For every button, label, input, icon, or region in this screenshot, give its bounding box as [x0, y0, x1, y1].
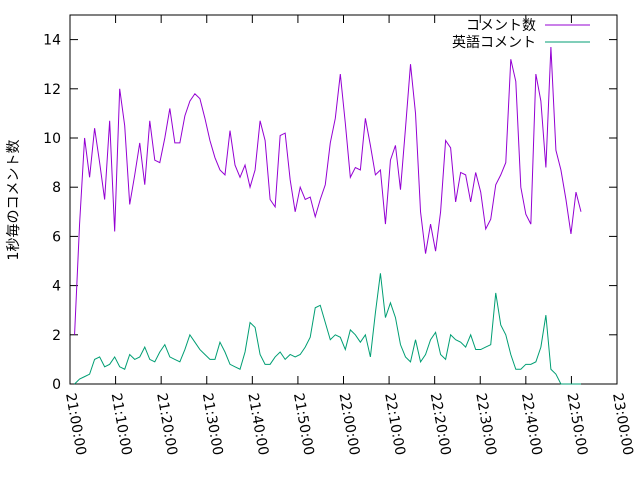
x-tick-label: 22:10:00 [381, 392, 408, 457]
x-tick-label: 22:50:00 [563, 392, 590, 457]
y-axis-label: 1秒毎のコメント数 [6, 140, 22, 261]
x-tick-label: 22:40:00 [518, 392, 545, 457]
y-tick-label: 10 [43, 131, 61, 147]
x-tick-label: 23:00:00 [609, 392, 636, 457]
series-line [74, 273, 581, 385]
x-tick-label: 22:00:00 [336, 392, 363, 457]
y-tick-label: 2 [52, 328, 61, 344]
plot-border [69, 14, 618, 385]
series-line [74, 46, 582, 335]
x-tick-label: 22:20:00 [427, 392, 454, 457]
x-tick-label: 21:00:00 [62, 392, 89, 457]
x-tick-label: 21:20:00 [153, 392, 180, 457]
y-tick-label: 14 [43, 33, 61, 49]
y-tick-label: 0 [52, 377, 61, 393]
legend-label: コメント数 [466, 18, 536, 34]
x-tick-label: 21:10:00 [108, 392, 135, 457]
y-tick-label: 6 [52, 229, 61, 245]
y-tick-label: 4 [52, 279, 61, 295]
legend-label: 英語コメント [452, 34, 536, 51]
y-tick-label: 8 [52, 180, 61, 196]
y-tick-label: 12 [43, 82, 61, 98]
x-tick-label: 21:30:00 [199, 392, 226, 457]
x-tick-label: 21:50:00 [290, 392, 317, 457]
x-tick-label: 21:40:00 [244, 392, 271, 457]
x-tick-label: 22:30:00 [472, 392, 499, 457]
